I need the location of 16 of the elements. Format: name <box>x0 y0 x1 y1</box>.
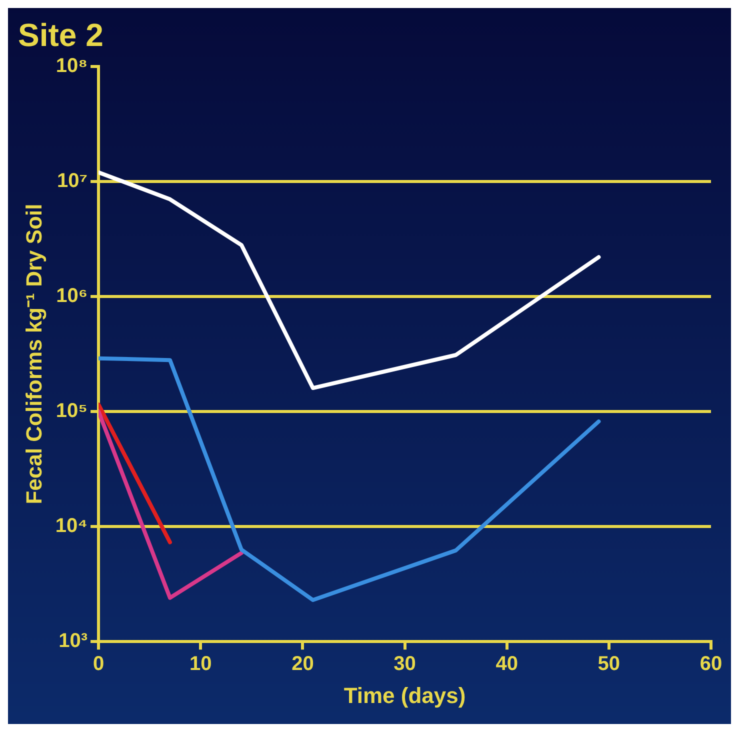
y-tick-label: 10⁴ <box>55 515 88 538</box>
x-tick-label: 20 <box>292 653 314 676</box>
chart-title: Site 2 <box>18 17 104 54</box>
x-axis-title: Time (days) <box>344 682 466 708</box>
y-axis-title: Fecal Coliforms kg⁻¹ Dry Soil <box>21 204 46 504</box>
x-tick-label: 10 <box>189 653 212 676</box>
x-tick-label: 30 <box>394 653 416 676</box>
x-tick-label: 40 <box>496 653 518 676</box>
x-tick-label: 0 <box>92 653 104 676</box>
y-tick-label: 10³ <box>58 630 88 652</box>
x-tick-label: 60 <box>700 653 722 676</box>
x-tick-label: 50 <box>598 653 620 676</box>
y-tick-label: 10⁶ <box>56 284 88 307</box>
y-tick-label: 10⁷ <box>57 170 88 192</box>
y-tick-label: 10⁸ <box>56 54 88 77</box>
y-tick-label: 10⁵ <box>56 400 88 422</box>
